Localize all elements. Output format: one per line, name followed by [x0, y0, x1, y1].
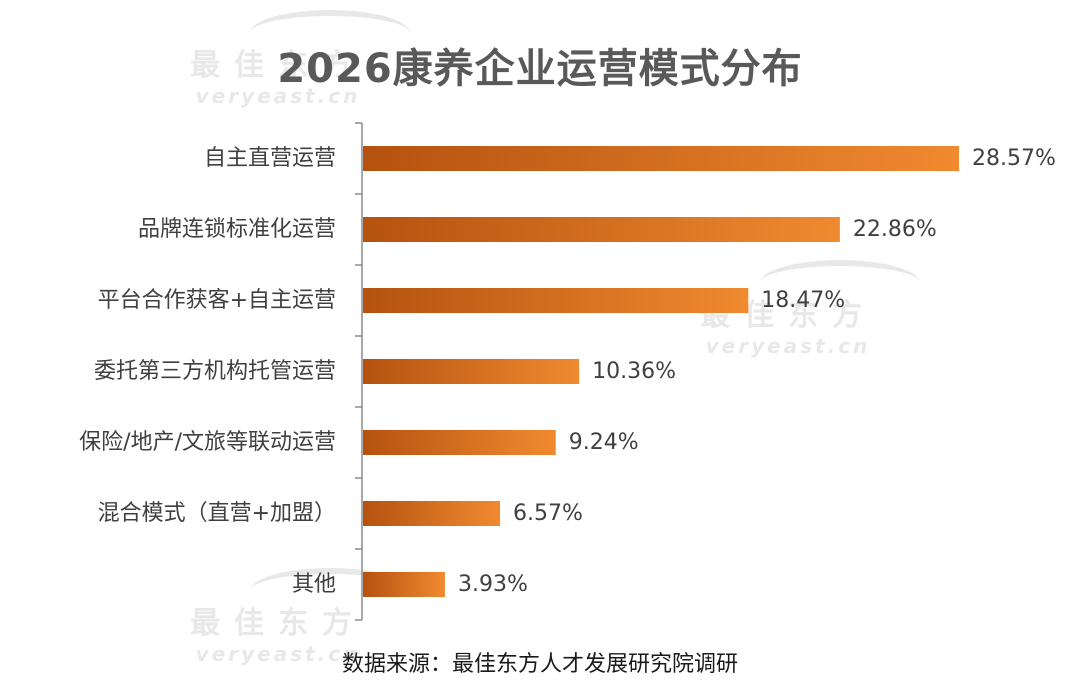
value-label: 18.47% [761, 288, 845, 313]
category-label: 委托第三方机构托管运营 [94, 359, 336, 384]
value-label: 6.57% [513, 501, 583, 526]
watermark-en: veryeast.cn [195, 84, 361, 108]
category-label: 平台合作获客+自主运营 [98, 288, 336, 313]
category-label: 品牌连锁标准化运营 [138, 217, 336, 242]
watermark-top-left: 最佳东方 veryeast.cn [190, 10, 410, 108]
watermark-swoosh-icon [250, 568, 410, 614]
bar [363, 146, 959, 171]
watermark-swoosh-icon [250, 10, 410, 56]
value-label: 9.24% [569, 430, 639, 455]
chart-title: 2026康养企业运营模式分布 [277, 46, 803, 92]
bar [363, 572, 445, 597]
value-label: 28.57% [972, 146, 1056, 171]
bar [363, 359, 580, 384]
value-label: 10.36% [592, 359, 676, 384]
watermark-en: veryeast.cn [195, 642, 361, 666]
category-label: 其他 [292, 572, 336, 597]
category-label: 保险/地产/文旅等联动运营 [79, 430, 336, 455]
watermark-bottom-left: 最佳东方 veryeast.cn [190, 568, 410, 666]
watermark-swoosh-icon [760, 260, 920, 306]
value-label: 22.86% [853, 217, 937, 242]
bar [363, 501, 501, 526]
category-label: 混合模式（直营+加盟） [98, 501, 336, 526]
watermark-en: veryeast.cn [705, 334, 871, 358]
bar [363, 430, 556, 455]
watermark-middle: 最佳东方 veryeast.cn [700, 260, 920, 358]
value-label: 3.93% [458, 572, 528, 597]
bar [363, 217, 840, 242]
bar [363, 288, 749, 313]
data-source-note: 数据来源：最佳东方人才发展研究院调研 [341, 652, 738, 677]
category-label: 自主直营运营 [204, 146, 336, 171]
